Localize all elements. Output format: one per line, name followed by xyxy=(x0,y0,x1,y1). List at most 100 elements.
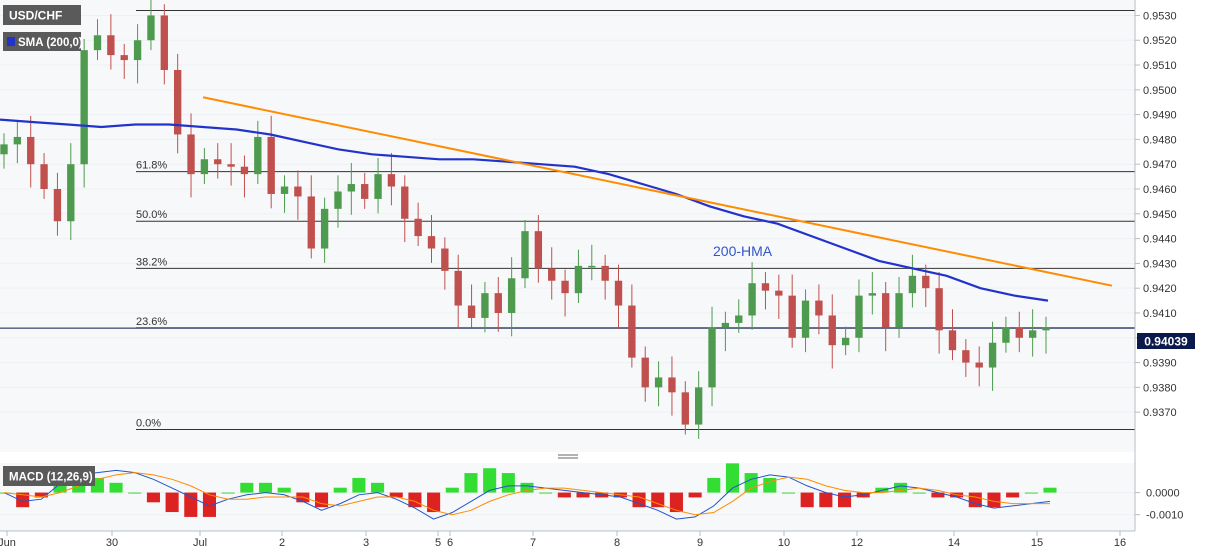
macd-histogram-bar xyxy=(277,487,291,493)
candle-body xyxy=(681,392,689,425)
time-tick-label: 12 xyxy=(851,537,863,549)
candle-body xyxy=(414,218,422,237)
candle-body xyxy=(521,231,529,279)
candle-body xyxy=(601,265,609,281)
pane-resize-handle[interactable] xyxy=(558,454,578,459)
macd-histogram-bar xyxy=(1006,492,1020,498)
candle-body xyxy=(588,265,596,268)
price-tick-label: 0.9520 xyxy=(1143,35,1177,47)
macd-histogram-bar xyxy=(427,492,441,513)
candle-body xyxy=(214,159,222,165)
candle-body xyxy=(614,280,623,306)
macd-signal-line xyxy=(3,472,1050,516)
last-price-value: 0.94039 xyxy=(1144,335,1188,349)
descending-trendline xyxy=(202,96,1113,287)
candle-body xyxy=(187,134,195,175)
candle-body xyxy=(1015,327,1023,338)
candle-body xyxy=(935,288,943,331)
candle-body xyxy=(561,280,569,294)
sma-indicator-text: SMA (200,0) xyxy=(18,37,83,49)
macd-histogram-bar xyxy=(987,492,1001,508)
candle-body xyxy=(0,144,8,155)
candle-body xyxy=(467,305,476,318)
macd-histogram-bar xyxy=(16,492,30,508)
candle-body xyxy=(1042,327,1050,331)
macd-histogram-bar xyxy=(202,492,217,517)
macd-histogram-bar xyxy=(557,492,571,498)
candle-body xyxy=(507,278,516,313)
macd-histogram-bar xyxy=(576,492,590,498)
price-tick-label: 0.9370 xyxy=(1143,407,1177,419)
macd-histogram-bar xyxy=(539,492,553,494)
candle-body xyxy=(267,136,275,194)
price-tick-label: 0.9500 xyxy=(1143,85,1177,97)
candle-body xyxy=(13,136,22,145)
time-tick-label: 2 xyxy=(279,537,285,549)
candle-body xyxy=(694,387,703,425)
candle-body xyxy=(668,377,676,393)
candle-body xyxy=(93,35,102,51)
time-tick-label: 6 xyxy=(447,537,453,549)
candle-body xyxy=(735,315,743,323)
fib-level-label: 38.2% xyxy=(136,256,167,268)
candle-body xyxy=(922,275,930,289)
candle-body xyxy=(387,174,396,187)
candle-body xyxy=(788,295,796,338)
macd-histogram-bar xyxy=(1043,487,1057,493)
macd-tick-label: 0.0000 xyxy=(1146,488,1180,500)
candle-body xyxy=(427,236,436,249)
time-tick-label: 7 xyxy=(530,537,536,549)
candle-body xyxy=(815,300,823,316)
macd-histogram-bar xyxy=(781,492,796,494)
candle-body xyxy=(227,164,235,167)
candle-body xyxy=(1002,327,1010,343)
price-tick-label: 0.9530 xyxy=(1143,10,1177,22)
price-axis: 0.9530 0.9520 0.9510 0.9500 0.9490 0.9480 0.94… xyxy=(1135,10,1177,419)
macd-histogram-bar xyxy=(800,492,814,508)
macd-tick-label: -0.0010 xyxy=(1146,510,1183,522)
price-tick-label: 0.9440 xyxy=(1143,234,1177,246)
sma-indicator-label[interactable]: SMA (200,0) xyxy=(3,32,83,51)
price-tick-label: 0.9410 xyxy=(1143,308,1177,320)
fib-level-label: 23.6% xyxy=(136,316,167,328)
macd-histogram-bar xyxy=(389,492,403,498)
macd-histogram-bar xyxy=(240,482,254,493)
candle-body xyxy=(200,159,209,175)
time-tick-label: 3 xyxy=(363,537,369,549)
candle-body xyxy=(721,322,730,328)
time-tick-label: Jun xyxy=(0,537,16,549)
macd-histogram-bar xyxy=(931,492,945,498)
candle-body xyxy=(841,337,850,346)
fib-level-label: 0.0% xyxy=(136,418,161,430)
macd-histogram-bar xyxy=(669,492,683,513)
candle-body xyxy=(454,270,462,306)
price-tick-label: 0.9390 xyxy=(1143,358,1177,370)
candle-body xyxy=(107,35,115,56)
candle-body xyxy=(708,327,716,388)
time-tick-label: 8 xyxy=(614,537,620,549)
candle-body xyxy=(628,305,636,358)
candle-body xyxy=(80,50,88,165)
symbol-text: USD/CHF xyxy=(9,9,62,23)
candle-body xyxy=(654,377,663,388)
time-tick-label: 14 xyxy=(948,537,960,549)
candle-body xyxy=(828,315,836,346)
macd-histogram-bar xyxy=(763,477,777,493)
candle-body xyxy=(401,186,409,219)
macd-histogram-bar xyxy=(725,463,740,493)
candle-body xyxy=(908,275,917,294)
macd-indicator-label[interactable]: MACD (12,26,9) xyxy=(3,466,95,486)
fib-level-label: 61.8% xyxy=(136,160,167,172)
macd-histogram-bar xyxy=(146,492,160,503)
price-tick-label: 0.9420 xyxy=(1143,283,1177,295)
macd-histogram-bar xyxy=(34,492,48,498)
price-panel xyxy=(0,0,1135,452)
candle-body xyxy=(307,196,315,249)
candle-body xyxy=(574,265,583,294)
macd-histogram-bar xyxy=(258,482,273,493)
macd-histogram-bar xyxy=(483,468,497,493)
candle-body xyxy=(801,300,810,338)
macd-histogram-bar xyxy=(314,492,329,508)
candle-body xyxy=(294,186,302,197)
